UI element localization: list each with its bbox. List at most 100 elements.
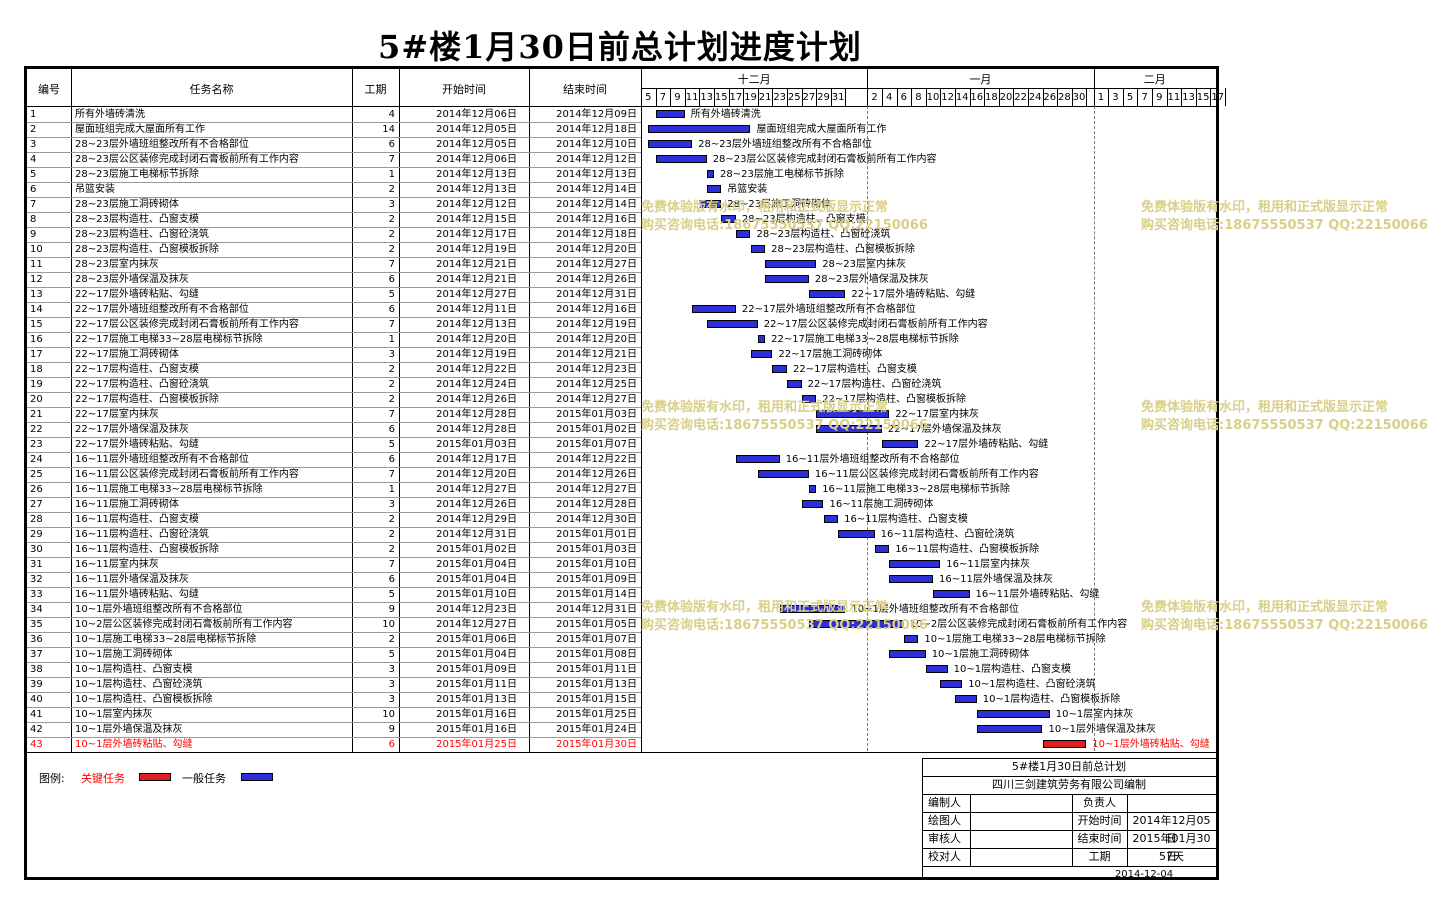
task-start: 2014年12月26日 [436, 499, 517, 510]
task-start: 2014年12月29日 [436, 514, 517, 525]
day-label: 20 [999, 92, 1013, 103]
watermark-line: 免费体验版有水印，租用和正式版显示正常 [1141, 600, 1389, 615]
info-label: 审核人 [928, 832, 961, 845]
task-name: 28~23层外墙班组整改所有不合格部位 [75, 139, 249, 150]
day-label: 21 [758, 92, 772, 103]
day-label: 27 [802, 92, 816, 103]
row-divider [27, 347, 641, 348]
task-bar-label: 16~11层外墙班组整改所有不合格部位 [785, 454, 960, 465]
task-end: 2014年12月16日 [556, 214, 637, 225]
task-end: 2015年01月08日 [556, 649, 637, 660]
task-start: 2014年12月31日 [436, 529, 517, 540]
task-start: 2015年01月03日 [436, 439, 517, 450]
day-label: 5 [1126, 92, 1134, 103]
task-end: 2014年12月21日 [556, 349, 637, 360]
task-bar [735, 230, 751, 238]
task-end: 2014年12月20日 [556, 334, 637, 345]
column-divider [71, 69, 72, 752]
task-bar [976, 710, 1050, 718]
task-start: 2015年01月04日 [436, 574, 517, 585]
task-bar-label: 16~11层施工电梯33~28层电梯标节拆除 [822, 484, 1010, 495]
legend-normal-label: 一般任务 [182, 772, 226, 785]
task-start: 2015年01月10日 [436, 589, 517, 600]
task-id: 10 [30, 244, 43, 255]
task-id: 30 [30, 544, 43, 555]
task-name: 22~17层室内抹灰 [75, 409, 159, 420]
task-start: 2015年01月02日 [436, 544, 517, 555]
header-divider [27, 106, 1216, 107]
row-divider [27, 257, 641, 258]
month-row-divider [641, 88, 1216, 89]
task-name: 16~11层外墙班组整改所有不合格部位 [75, 454, 249, 465]
day-divider [743, 88, 745, 106]
day-label: 5 [645, 92, 652, 103]
task-bar-label: 10~1层外墙砖粘贴、勾缝 [1092, 739, 1210, 750]
task-bar [765, 275, 809, 283]
day-label: 25 [787, 92, 801, 103]
task-duration: 7 [388, 409, 395, 420]
task-bar [706, 170, 714, 178]
task-end: 2015年01月03日 [556, 409, 637, 420]
row-divider [27, 617, 641, 618]
task-duration: 6 [388, 574, 395, 585]
task-bar [940, 680, 963, 688]
day-label: 17 [1211, 92, 1225, 103]
task-start: 2014年12月20日 [436, 334, 517, 345]
task-bar-label: 10~1层外墙班组整改所有不合格部位 [851, 604, 1019, 615]
day-divider [787, 88, 788, 106]
task-start: 2014年12月13日 [436, 169, 517, 180]
column-divider [352, 69, 353, 752]
task-duration: 3 [388, 694, 395, 705]
task-bar [801, 395, 817, 403]
info-label: 校对人 [928, 850, 961, 863]
day-divider [940, 88, 942, 106]
task-duration: 3 [388, 679, 395, 690]
row-divider [27, 662, 641, 663]
task-name: 22~17层外墙砖粘贴、勾缝 [75, 439, 199, 450]
table-bottom-line [27, 752, 1216, 753]
task-id: 33 [30, 589, 43, 600]
task-end: 2014年12月09日 [556, 109, 637, 120]
task-bar [772, 365, 787, 373]
task-id: 11 [30, 259, 43, 270]
day-divider [881, 88, 883, 106]
info-label: 负责人 [1083, 796, 1116, 809]
day-divider [1086, 88, 1088, 106]
legend-label: 图例: [39, 772, 65, 785]
task-name: 22~17层构造柱、凸窗模板拆除 [75, 394, 219, 405]
task-bar [706, 320, 758, 328]
task-bar [706, 185, 722, 193]
task-start: 2014年12月19日 [436, 349, 517, 360]
task-duration: 2 [388, 544, 395, 555]
info-label: 编制人 [928, 796, 961, 809]
day-label: 9 [1156, 92, 1163, 103]
task-duration: 7 [388, 259, 395, 270]
task-duration: 2 [388, 184, 395, 195]
task-duration: 3 [388, 199, 395, 210]
row-divider [27, 542, 641, 543]
row-divider [27, 317, 641, 318]
task-id: 37 [30, 649, 43, 660]
task-name: 16~11层室内抹灰 [75, 559, 159, 570]
task-bar-label: 22~17层构造柱、凸窗模板拆除 [822, 394, 967, 405]
task-bar-label: 22~17层外墙砖粘贴、勾缝 [851, 289, 976, 300]
info-label: 工期 [1088, 850, 1111, 863]
task-duration: 2 [388, 364, 395, 375]
task-id: 25 [30, 469, 43, 480]
task-duration: 1 [388, 169, 395, 180]
task-duration: 9 [388, 604, 395, 615]
info-value: 2014年12月05日 [1132, 814, 1211, 845]
task-id: 12 [30, 274, 43, 285]
task-end: 2014年12月18日 [556, 124, 637, 135]
day-label: 31 [831, 92, 845, 103]
day-label: 15 [1196, 92, 1210, 103]
task-end: 2015年01月25日 [556, 709, 637, 720]
task-duration: 9 [388, 724, 395, 735]
task-start: 2014年12月13日 [436, 184, 517, 195]
task-bar-label: 22~17层构造柱、凸窗支模 [793, 364, 917, 375]
task-bar-label: 28~23层构造柱、凸窗支模 [741, 214, 866, 225]
day-divider [1027, 88, 1029, 106]
day-divider [1071, 88, 1073, 106]
task-bar-label: 10~1层室内抹灰 [1055, 709, 1134, 720]
day-divider [1108, 88, 1110, 106]
